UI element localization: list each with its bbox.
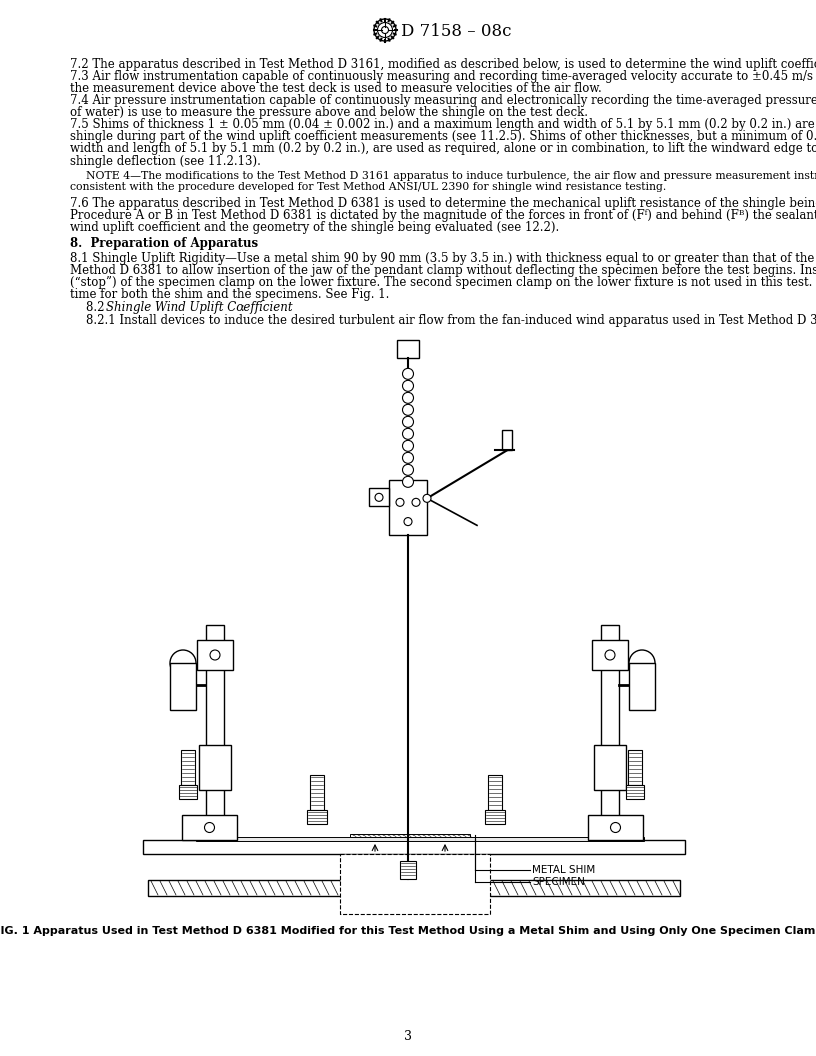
Text: of water) is use to measure the pressure above and below the shingle on the test: of water) is use to measure the pressure…	[70, 107, 588, 119]
Circle shape	[605, 650, 615, 660]
Bar	[143, 840, 685, 854]
Text: SPECIMEN: SPECIMEN	[532, 876, 585, 887]
Circle shape	[402, 380, 414, 392]
Circle shape	[402, 416, 414, 428]
Ellipse shape	[170, 650, 196, 676]
Bar	[310, 775, 324, 810]
Bar	[197, 640, 233, 670]
Text: time for both the shim and the specimens. See Fig. 1.: time for both the shim and the specimens…	[70, 288, 389, 301]
Bar	[340, 854, 490, 914]
Circle shape	[402, 429, 414, 439]
Circle shape	[402, 393, 414, 403]
Bar	[307, 810, 327, 824]
Bar	[397, 340, 419, 358]
Text: shingle deflection (see 11.2.13).: shingle deflection (see 11.2.13).	[70, 154, 261, 168]
Circle shape	[402, 476, 414, 487]
Text: wind uplift coefficient and the geometry of the shingle being evaluated (see 12.: wind uplift coefficient and the geometry…	[70, 221, 559, 234]
Text: the measurement device above the test deck is used to measure velocities of the : the measurement device above the test de…	[70, 82, 601, 95]
Bar	[626, 785, 644, 799]
Text: (“stop”) of the specimen clamp on the lower fixture. The second specimen clamp o: (“stop”) of the specimen clamp on the lo…	[70, 276, 816, 289]
Bar	[350, 834, 470, 837]
Text: consistent with the procedure developed for Test Method ANSI/UL 2390 for shingle: consistent with the procedure developed …	[70, 182, 666, 192]
Text: 8.2: 8.2	[86, 301, 112, 315]
Bar	[369, 488, 389, 506]
Circle shape	[402, 369, 414, 379]
Bar	[628, 750, 642, 785]
Text: 7.3 Air flow instrumentation capable of continuously measuring and recording tim: 7.3 Air flow instrumentation capable of …	[70, 70, 816, 83]
Circle shape	[610, 823, 620, 832]
Circle shape	[423, 494, 431, 503]
Text: 3: 3	[404, 1030, 412, 1043]
Bar	[389, 480, 427, 535]
Text: 7.5 Shims of thickness 1 ± 0.05 mm (0.04 ± 0.002 in.) and a maximum length and w: 7.5 Shims of thickness 1 ± 0.05 mm (0.04…	[70, 118, 816, 131]
Bar	[502, 431, 512, 450]
Text: Shingle Wind Uplift Coefficient: Shingle Wind Uplift Coefficient	[106, 301, 293, 315]
Text: Method D 6381 to allow insertion of the jaw of the pendant clamp without deflect: Method D 6381 to allow insertion of the …	[70, 264, 816, 277]
Bar	[601, 625, 619, 840]
Text: 7.4 Air pressure instrumentation capable of continuously measuring and electroni: 7.4 Air pressure instrumentation capable…	[70, 94, 816, 108]
Circle shape	[402, 440, 414, 451]
Bar	[182, 815, 237, 840]
Bar	[179, 785, 197, 799]
Bar	[629, 663, 655, 710]
Bar	[488, 775, 502, 810]
Bar	[181, 750, 195, 785]
Bar	[148, 880, 680, 895]
Ellipse shape	[629, 650, 655, 676]
Text: width and length of 5.1 by 5.1 mm (0.2 by 0.2 in.), are used as required, alone : width and length of 5.1 by 5.1 mm (0.2 b…	[70, 143, 816, 155]
Text: Procedure A or B in Test Method D 6381 is dictated by the magnitude of the force: Procedure A or B in Test Method D 6381 i…	[70, 209, 816, 222]
Bar	[206, 625, 224, 840]
Text: 7.2 The apparatus described in Test Method D 3161, modified as described below, : 7.2 The apparatus described in Test Meth…	[70, 58, 816, 71]
Text: FIG. 1 Apparatus Used in Test Method D 6381 Modified for this Test Method Using : FIG. 1 Apparatus Used in Test Method D 6…	[0, 926, 816, 936]
Bar	[400, 861, 416, 879]
Bar	[485, 810, 505, 824]
Bar	[196, 837, 644, 841]
Bar	[170, 663, 196, 710]
Text: :: :	[237, 301, 245, 315]
Text: shingle during part of the wind uplift coefficient measurements (see 11.2.5). Sh: shingle during part of the wind uplift c…	[70, 131, 816, 144]
Text: 8.2.1 Install devices to induce the desired turbulent air flow from the fan-indu: 8.2.1 Install devices to induce the desi…	[86, 315, 816, 327]
Text: D 7158 – 08c: D 7158 – 08c	[401, 22, 512, 39]
Bar	[588, 815, 643, 840]
Bar	[199, 744, 231, 790]
Circle shape	[375, 493, 383, 502]
Text: 7.6 The apparatus described in Test Method D 6381 is used to determine the mecha: 7.6 The apparatus described in Test Meth…	[70, 196, 816, 210]
Text: 8.  Preparation of Apparatus: 8. Preparation of Apparatus	[70, 237, 258, 250]
Bar	[592, 640, 628, 670]
Circle shape	[404, 517, 412, 526]
Circle shape	[205, 823, 215, 832]
Circle shape	[210, 650, 220, 660]
Circle shape	[402, 404, 414, 415]
Circle shape	[402, 452, 414, 464]
Text: METAL SHIM: METAL SHIM	[532, 865, 595, 875]
Circle shape	[412, 498, 420, 506]
Bar	[594, 744, 626, 790]
Text: NOTE 4—The modifications to the Test Method D 3161 apparatus to induce turbulenc: NOTE 4—The modifications to the Test Met…	[86, 171, 816, 181]
Circle shape	[396, 498, 404, 506]
Text: 8.1 Shingle Uplift Rigidity—Use a metal shim 90 by 90 mm (3.5 by 3.5 in.) with t: 8.1 Shingle Uplift Rigidity—Use a metal …	[70, 252, 816, 265]
Circle shape	[402, 465, 414, 475]
